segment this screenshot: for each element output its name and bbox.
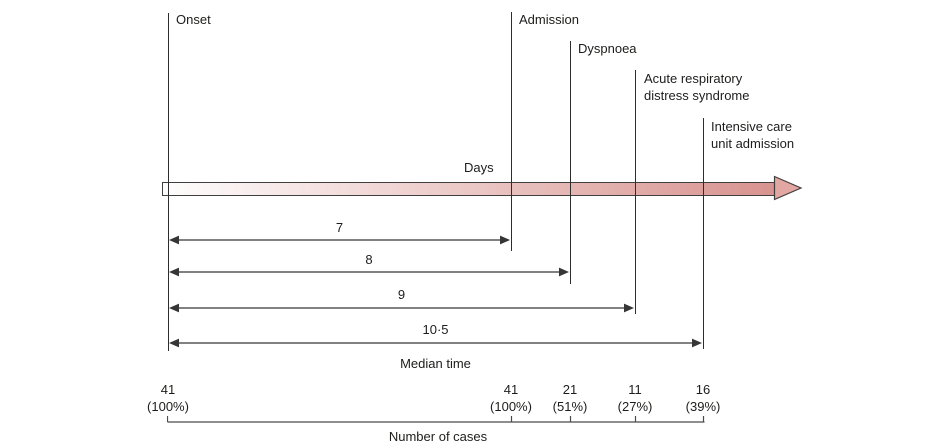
cases-count: 11: [628, 382, 642, 397]
number-of-cases-label: Number of cases: [388, 429, 488, 444]
median-value-ards: 9: [397, 287, 406, 302]
days-arrow-head: [773, 175, 803, 201]
event-label-dyspnoea: Dyspnoea: [578, 41, 637, 56]
event-line-onset: [168, 13, 169, 351]
median-time-label: Median time: [400, 356, 471, 371]
cases-count: 21: [562, 382, 578, 397]
median-value-dyspnoea: 8: [365, 252, 373, 267]
event-line-ards: [635, 70, 636, 314]
cases-stat-ards: 11 (27%): [590, 381, 680, 415]
median-value-admission: 7: [335, 220, 344, 235]
event-line-admission: [511, 12, 512, 251]
cases-percent: (100%): [490, 399, 532, 414]
event-label-admission: Admission: [519, 12, 579, 27]
median-value-icu: 10·5: [422, 322, 449, 337]
event-label-icu-admission: Intensive care unit admission: [711, 119, 795, 151]
cases-percent: (51%): [552, 399, 588, 414]
days-arrow-body: [162, 182, 775, 196]
days-axis-label: Days: [464, 160, 494, 175]
cases-stat-dyspnoea: 21 (51%): [525, 381, 615, 415]
cases-count: 41: [160, 382, 176, 397]
cases-stat-icu: 16 (39%): [658, 381, 748, 415]
cases-stat-onset: 41 (100%): [123, 381, 213, 415]
event-line-icu-admission: [703, 118, 704, 349]
cases-percent: (39%): [685, 399, 721, 414]
median-arrow-to-dyspnoea: [169, 267, 569, 277]
cases-count: 16: [695, 382, 711, 397]
event-label-onset: Onset: [176, 12, 211, 27]
median-arrow-to-icu: [169, 338, 702, 348]
cases-stat-admission: 41 (100%): [466, 381, 556, 415]
median-arrow-to-ards: [169, 303, 634, 313]
cases-bracket: [167, 416, 705, 423]
event-label-ards: Acute respiratory distress syndrome: [644, 71, 750, 103]
cases-percent: (27%): [617, 399, 653, 414]
event-line-dyspnoea: [570, 41, 571, 284]
cases-percent: (100%): [147, 399, 189, 414]
cases-count: 41: [503, 382, 519, 397]
median-arrow-to-admission: [169, 235, 510, 245]
days-arrow: [162, 175, 803, 201]
